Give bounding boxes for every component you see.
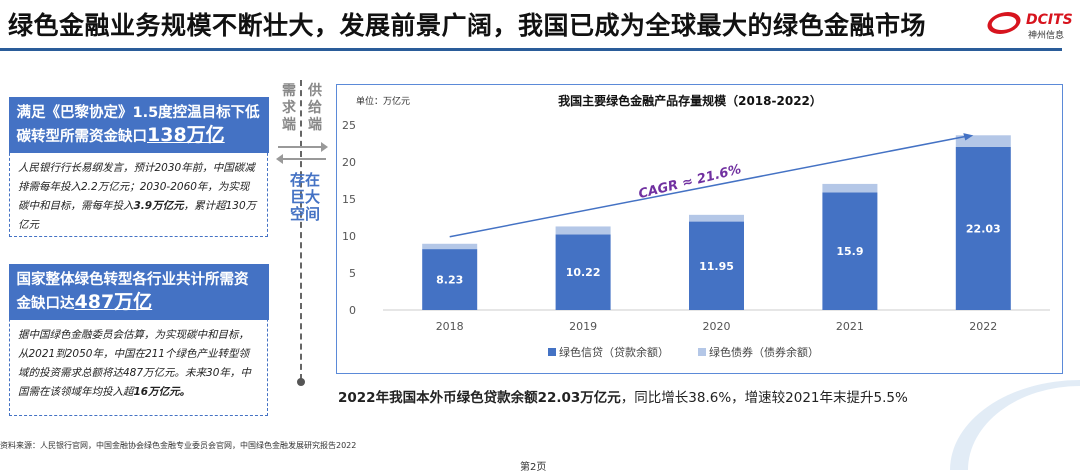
logo-text: DCITS [1026, 12, 1073, 28]
x-tick-label: 2018 [436, 320, 464, 333]
page-title: 绿色金融业务规模不断壮大，发展前景广阔，我国已成为全球最大的绿色金融市场 [8, 11, 927, 40]
y-tick-label: 10 [342, 230, 356, 243]
trend-arrowhead-icon [963, 133, 974, 141]
bar-bond [689, 214, 744, 222]
arrow-left-icon [276, 154, 326, 164]
legend-label: 绿色信贷（贷款余额） [559, 345, 669, 359]
bar-value-label: 22.03 [966, 222, 1001, 235]
page-number: 第2页 [520, 462, 547, 473]
source-note: 资料来源：人民银行官网，中国金融协会绿色金融专业委员会官网，中国绿色金融发展研究… [0, 441, 357, 450]
x-tick-label: 2022 [969, 320, 997, 333]
bar-loan [689, 221, 744, 310]
dcits-logo: DCITS 神州信息 [983, 8, 1078, 41]
box-heading: 国家整体绿色转型各行业共计所需资金缺口达487万亿 [8, 263, 269, 320]
bar-value-label: 11.95 [699, 260, 734, 273]
bar-value-label: 10.22 [566, 266, 601, 279]
summary-note: 2022年我国本外币绿色贷款余额22.03万亿元，同比增长38.6%，增速较20… [338, 390, 908, 406]
y-tick-label: 25 [342, 119, 356, 132]
unit-label: 单位：万亿元 [356, 95, 410, 107]
arrow-right-icon [278, 142, 328, 152]
legend-swatch [698, 348, 706, 356]
demand-label: 需求端 [282, 83, 296, 133]
bar-bond [422, 243, 478, 250]
trend-arrow [449, 135, 968, 238]
x-tick-label: 2019 [569, 320, 597, 333]
y-tick-label: 15 [342, 193, 356, 206]
y-tick-label: 0 [349, 304, 356, 317]
logo-subtext: 神州信息 [1028, 31, 1065, 41]
bar-bond [555, 226, 611, 235]
divider-end-dot [297, 378, 305, 386]
funding-gap-box-1: 满足《巴黎协定》1.5度控温目标下低碳转型所需资金缺口138万亿 人民银行行长易… [8, 96, 269, 237]
box-body: 人民银行行长易纲发言，预计2030年前，中国碳减排需每年投入2.2万亿元；203… [18, 161, 257, 231]
bar-loan [822, 192, 878, 310]
legend-swatch [548, 348, 556, 356]
bar-loan [555, 234, 611, 310]
bar-loan [422, 249, 478, 310]
y-tick-label: 5 [349, 267, 356, 280]
bar-value-label: 8.23 [436, 274, 463, 287]
gap-label: 存在巨大空间 [289, 171, 320, 223]
chart-title: 我国主要绿色金融产品存量规模（2018-2022） [558, 93, 822, 108]
bar-value-label: 15.9 [836, 245, 863, 258]
bar-bond [955, 135, 1011, 147]
legend-label: 绿色债券（债券余额） [709, 345, 819, 359]
x-tick-label: 2021 [836, 320, 864, 333]
funding-gap-box-2: 国家整体绿色转型各行业共计所需资金缺口达487万亿 据中国绿色金融委员会估算，为… [8, 263, 269, 416]
divider-line [300, 80, 302, 380]
supply-label: 供给端 [308, 83, 322, 133]
bar-loan [955, 146, 1011, 310]
x-tick-label: 2020 [703, 320, 731, 333]
y-tick-label: 20 [342, 156, 356, 169]
header-divider [0, 48, 1062, 51]
bar-bond [822, 183, 878, 193]
chart-frame [336, 84, 1063, 374]
box-heading: 满足《巴黎协定》1.5度控温目标下低碳转型所需资金缺口138万亿 [8, 96, 269, 153]
box-body: 据中国绿色金融委员会估算，为实现碳中和目标，从2021到2050年，中国在211… [18, 328, 251, 398]
